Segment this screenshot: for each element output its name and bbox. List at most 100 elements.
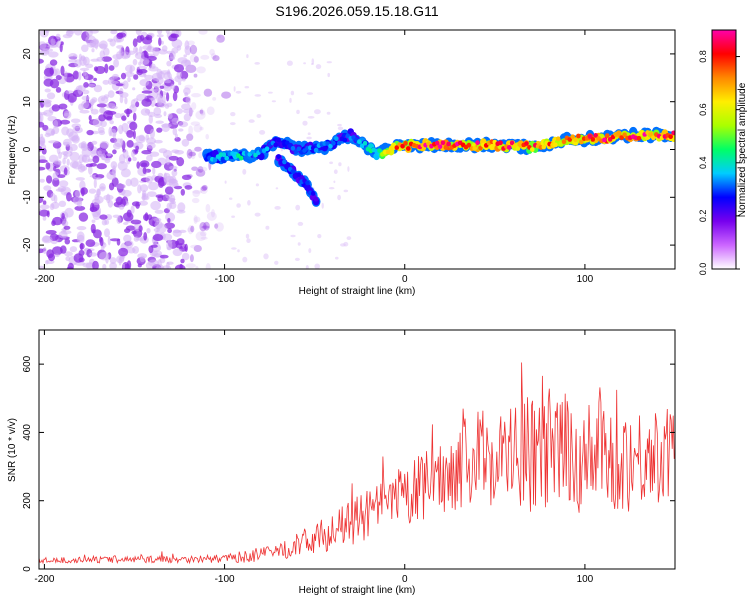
noise-blob (139, 255, 146, 263)
noise-blob (193, 245, 202, 252)
noise-blob (129, 65, 133, 75)
noise-blob (275, 187, 279, 190)
noise-blob (172, 248, 183, 257)
ridge-cell (478, 145, 483, 151)
noise-blob (157, 172, 164, 177)
noise-blob (190, 225, 195, 233)
noise-blob (195, 265, 199, 269)
noise-blob (91, 219, 96, 223)
noise-blob (42, 216, 47, 221)
ridge-cell (506, 145, 512, 150)
noise-blob (88, 115, 92, 121)
noise-blob (137, 263, 142, 268)
ridge-cell (466, 142, 472, 148)
noise-blob (136, 35, 143, 43)
noise-blob (54, 253, 60, 258)
noise-blob (152, 166, 156, 176)
noise-blob (199, 109, 204, 114)
ridge-cell (406, 146, 411, 151)
noise-blob (168, 178, 178, 184)
ridge-cell (313, 147, 319, 153)
noise-blob (216, 34, 225, 43)
noise-blob (138, 200, 148, 206)
noise-blob (183, 54, 187, 58)
noise-blob (333, 169, 338, 174)
noise-blob (101, 56, 113, 62)
ridge-cell (573, 137, 578, 143)
snr-series-line (39, 362, 675, 565)
noise-blob (255, 183, 259, 187)
snr-panel: -200 -100 0 100 0 200 400 600 Height of straig… (7, 329, 676, 596)
noise-blob (195, 231, 207, 242)
noise-blob (159, 254, 169, 259)
noise-blob (181, 252, 190, 261)
noise-blob (210, 53, 217, 60)
ridge-cell (224, 155, 229, 161)
noise-blob (190, 244, 200, 249)
noise-blob (193, 73, 198, 78)
noise-blob (138, 225, 143, 232)
noise-blob (265, 225, 270, 230)
noise-blob (89, 162, 97, 167)
ridge-cell (250, 149, 255, 155)
noise-blob (118, 247, 129, 257)
noise-blob (230, 112, 236, 117)
noise-blob (167, 113, 173, 119)
noise-blob (66, 158, 70, 166)
noise-blob (96, 163, 107, 170)
noise-blob (180, 188, 185, 196)
ridge-cell (651, 135, 656, 141)
noise-blob (131, 150, 135, 158)
noise-blob (248, 119, 255, 123)
noise-blob (91, 48, 95, 53)
noise-blob (53, 166, 57, 172)
noise-blob (106, 171, 116, 180)
noise-blob (107, 90, 115, 98)
noise-blob (189, 254, 194, 263)
noise-blob (135, 30, 142, 36)
ridge-cell (328, 143, 333, 149)
ridge-cell (616, 130, 622, 136)
ridge-cell (221, 152, 227, 158)
noise-blob (199, 126, 204, 131)
noise-blob (191, 93, 201, 98)
noise-blob (132, 87, 136, 91)
noise-blob (76, 231, 85, 242)
noise-blob (45, 230, 57, 235)
noise-blob (185, 64, 197, 74)
noise-blob (58, 200, 67, 207)
noise-blob (214, 223, 219, 229)
noise-blob (39, 178, 45, 183)
noise-blob (176, 108, 184, 114)
noise-blob (127, 76, 131, 83)
noise-blob (321, 202, 324, 209)
noise-blob (168, 56, 176, 61)
noise-blob (46, 175, 53, 184)
ridge-cell (440, 140, 446, 146)
noise-blob (314, 109, 321, 115)
noise-blob (185, 263, 196, 269)
noise-blob (229, 197, 233, 200)
noise-blob (73, 30, 83, 36)
noise-blob (109, 38, 116, 47)
ridge-cell (509, 140, 515, 146)
noise-blob (100, 153, 107, 161)
noise-blob (85, 63, 94, 69)
noise-blob (254, 212, 261, 217)
noise-blob (83, 82, 89, 88)
noise-blob (296, 109, 300, 115)
noise-blob (68, 53, 78, 60)
noise-blob (61, 220, 69, 227)
ridge-cell (553, 142, 558, 148)
noise-blob (91, 140, 98, 145)
colorbar-ticks: 0.0 0.2 0.4 0.6 0.8 (698, 50, 740, 275)
noise-blob (86, 129, 94, 136)
noise-blob (146, 228, 151, 234)
noise-blob (149, 128, 155, 139)
noise-blob (81, 44, 89, 53)
noise-blob (42, 200, 47, 205)
noise-blob (246, 54, 249, 59)
noise-blob (44, 88, 51, 93)
noise-blob (172, 91, 178, 102)
noise-blob (116, 32, 124, 40)
